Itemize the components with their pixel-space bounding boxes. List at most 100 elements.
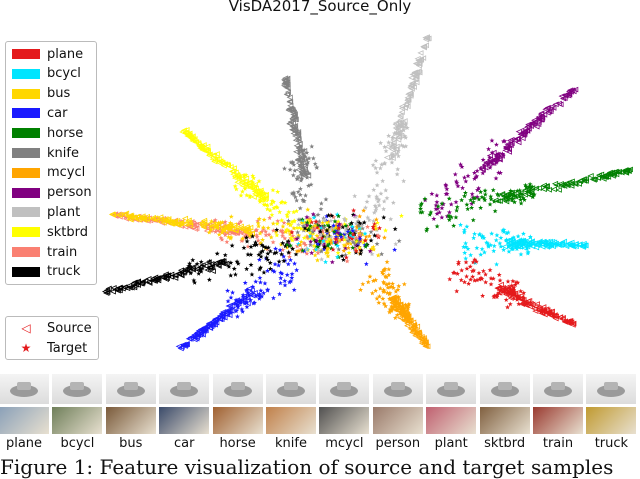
- source-thumbnail: [586, 374, 637, 404]
- source-thumbnail: [159, 374, 210, 404]
- source-thumbnail: [105, 374, 156, 404]
- example-thumbnails: [0, 374, 640, 434]
- thumbnail-label: bus: [119, 436, 143, 451]
- source-thumbnail: [52, 374, 103, 404]
- legend-swatch: [12, 207, 40, 218]
- thumbnail-bcycl: [52, 374, 103, 434]
- cluster-sktbrd: [179, 127, 315, 243]
- target-thumbnail: [159, 407, 210, 434]
- cluster-mcycl: [358, 259, 431, 350]
- thumbnail-sktbrd: [479, 374, 530, 434]
- thumbnail-plant: [426, 374, 477, 434]
- cluster-car: [175, 246, 300, 352]
- target-thumbnail: [0, 407, 49, 434]
- source-thumbnail: [533, 374, 583, 404]
- cluster-person: [422, 86, 579, 221]
- legend-swatch: [12, 266, 40, 277]
- source-marker-icon: ◁: [21, 321, 31, 335]
- legend-item-train: train: [12, 242, 77, 262]
- target-thumbnail: [266, 407, 316, 434]
- target-thumbnail: [586, 407, 637, 434]
- thumbnail-label: knife: [275, 436, 307, 451]
- legend-label: train: [47, 244, 78, 260]
- legend-target: ★ Target: [12, 338, 88, 358]
- thumbnail-label: sktbrd: [484, 436, 526, 451]
- legend-label: knife: [47, 145, 79, 161]
- thumbnail-label: person: [375, 436, 421, 451]
- legend-label: horse: [47, 125, 84, 141]
- source-thumbnail: [0, 374, 49, 404]
- thumbnail-plane: [0, 374, 49, 434]
- thumbnail-label: bcycl: [60, 436, 95, 451]
- legend-label: mcycl: [47, 165, 86, 181]
- legend-swatch: [12, 148, 40, 158]
- legend-swatch: [12, 49, 40, 59]
- thumbnail-train: [533, 374, 583, 434]
- target-thumbnail: [533, 407, 583, 434]
- target-thumbnail: [372, 407, 423, 434]
- legend-label: plant: [47, 204, 81, 220]
- thumbnail-label: plane: [5, 436, 43, 451]
- source-thumbnail: [426, 374, 477, 404]
- legend-swatch: [12, 227, 40, 238]
- source-thumbnail: [266, 374, 316, 404]
- figure-caption: Figure 1: Feature visualization of sourc…: [0, 455, 614, 479]
- legend-label: truck: [47, 264, 81, 280]
- legend-label: person: [47, 185, 92, 201]
- target-thumbnail: [319, 407, 370, 434]
- legend-label: plane: [47, 46, 84, 62]
- target-thumbnail: [52, 407, 103, 434]
- thumbnail-horse: [212, 374, 263, 434]
- cluster-truck: [101, 227, 296, 296]
- legend-item-bus: bus: [12, 84, 70, 104]
- legend-label: sktbrd: [47, 224, 89, 240]
- legend-swatch: [12, 247, 40, 257]
- thumbnail-car: [159, 374, 210, 434]
- legend-swatch: [12, 108, 40, 119]
- legend-swatch: [12, 167, 40, 178]
- target-thumbnail: [212, 407, 263, 434]
- thumbnail-label: horse: [219, 436, 256, 451]
- thumbnail-label: truck: [594, 436, 629, 451]
- source-thumbnail: [319, 374, 370, 404]
- source-thumbnail: [372, 374, 423, 404]
- legend-label: bus: [47, 86, 71, 102]
- legend-swatch: [12, 88, 40, 99]
- thumbnail-label: mcycl: [325, 436, 364, 451]
- cluster-horse: [418, 166, 633, 233]
- plot-title: VisDA2017_Source_Only: [228, 0, 412, 15]
- cluster-plane: [447, 257, 577, 328]
- legend-source: ◁ Source: [12, 318, 91, 338]
- marker-legend: ◁ Source ★ Target: [5, 316, 99, 360]
- legend-item-horse: horse: [12, 123, 83, 143]
- thumbnail-label: train: [542, 436, 574, 451]
- target-thumbnail: [426, 407, 477, 434]
- cluster-bcycl: [458, 222, 589, 267]
- thumbnail-mcycl: [319, 374, 370, 434]
- target-thumbnail: [105, 407, 156, 434]
- target-marker-icon: ★: [20, 341, 32, 355]
- source-thumbnail: [479, 374, 530, 404]
- thumbnail-person: [372, 374, 423, 434]
- cluster-plant: [352, 34, 432, 227]
- target-thumbnail: [479, 407, 530, 434]
- legend-item-car: car: [12, 103, 67, 123]
- thumbnail-knife: [266, 374, 316, 434]
- legend-item-plant: plant: [12, 202, 80, 222]
- class-legend: plane bcycl bus car horse knife mcycl person pla…: [5, 41, 97, 285]
- legend-swatch: [12, 128, 40, 139]
- cluster-knife: [280, 75, 329, 233]
- scatter-plot: [101, 34, 633, 352]
- legend-item-plane: plane: [12, 44, 83, 64]
- thumbnail-label: car: [173, 436, 195, 451]
- legend-label: bcycl: [47, 66, 81, 82]
- legend-label: car: [47, 105, 68, 121]
- legend-item-knife: knife: [12, 143, 79, 163]
- legend-item-truck: truck: [12, 262, 80, 282]
- legend-swatch: [12, 68, 40, 79]
- legend-swatch: [12, 187, 40, 198]
- source-thumbnail: [212, 374, 263, 404]
- legend-item-mcycl: mcycl: [12, 163, 85, 183]
- thumbnail-label: plant: [434, 436, 468, 451]
